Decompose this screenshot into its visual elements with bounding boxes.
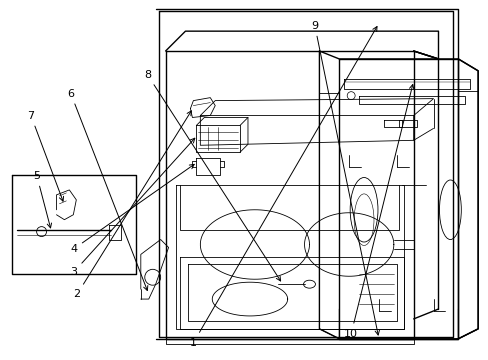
Text: 8: 8 xyxy=(143,69,280,281)
Text: 9: 9 xyxy=(311,21,379,335)
Text: 6: 6 xyxy=(67,89,147,291)
Text: 3: 3 xyxy=(70,138,194,277)
Text: 10: 10 xyxy=(344,85,413,339)
Text: 4: 4 xyxy=(70,165,194,254)
Text: 5: 5 xyxy=(33,171,51,228)
Text: 7: 7 xyxy=(27,111,63,201)
Text: 2: 2 xyxy=(73,111,191,299)
Text: 1: 1 xyxy=(190,27,376,347)
